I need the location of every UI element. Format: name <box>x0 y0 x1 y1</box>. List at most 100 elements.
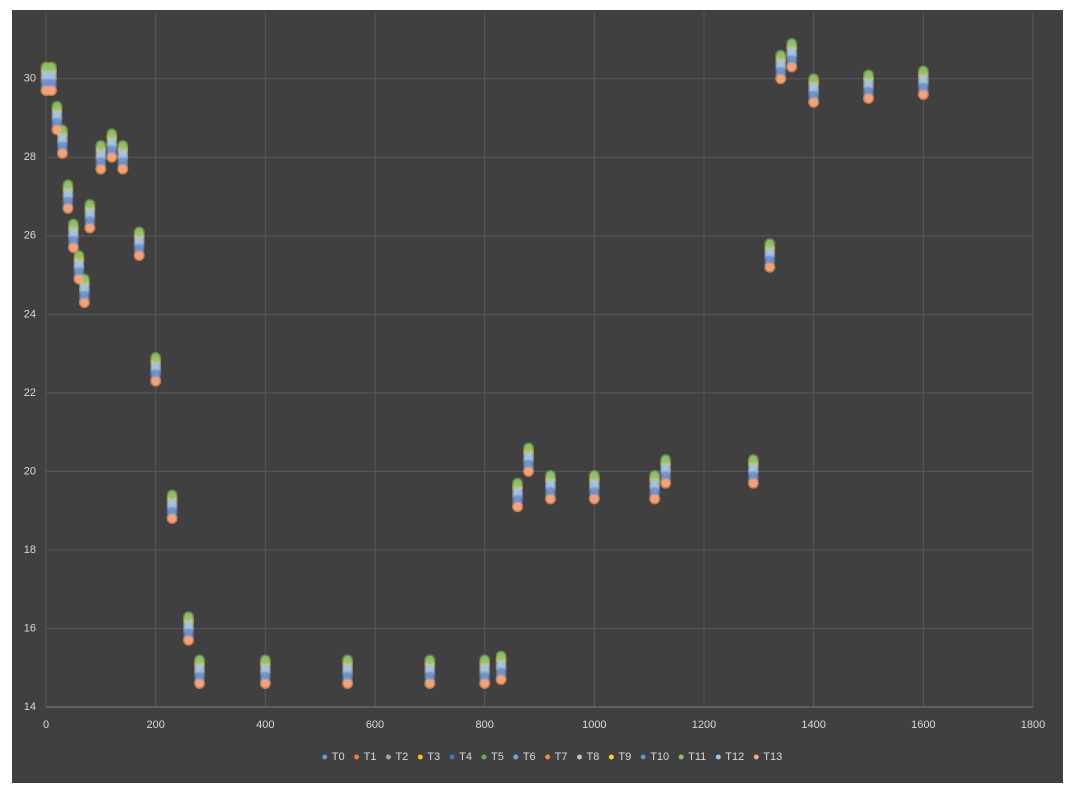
legend-label: T3 <box>427 751 440 763</box>
x-tick-label: 1600 <box>911 719 935 731</box>
x-tick-label: 1800 <box>1021 719 1045 731</box>
legend-label: T2 <box>395 751 408 763</box>
point <box>495 658 507 670</box>
point <box>512 501 524 513</box>
legend-marker <box>640 754 646 760</box>
point <box>62 187 74 199</box>
legend-label: T13 <box>763 751 782 763</box>
x-tick-label: 600 <box>366 719 384 731</box>
point <box>73 257 85 269</box>
point <box>95 147 107 159</box>
legend-marker <box>608 754 614 760</box>
y-tick-label: 14 <box>24 701 36 713</box>
point <box>95 163 107 175</box>
point <box>133 249 145 261</box>
legend-marker <box>513 754 519 760</box>
point <box>150 375 162 387</box>
point <box>259 677 271 689</box>
legend-label: T9 <box>618 751 631 763</box>
point <box>259 662 271 674</box>
point <box>649 493 661 505</box>
point <box>863 77 874 89</box>
point <box>786 61 798 73</box>
x-tick-label: 200 <box>146 719 164 731</box>
legend-marker <box>753 754 759 760</box>
x-tick-label: 1400 <box>801 719 825 731</box>
point <box>544 477 556 489</box>
y-tick-label: 26 <box>24 230 36 242</box>
point <box>67 242 79 254</box>
point <box>479 662 491 674</box>
point <box>133 234 145 246</box>
point <box>56 132 68 144</box>
point <box>342 677 354 689</box>
point <box>495 674 507 686</box>
point <box>544 493 556 505</box>
point <box>808 96 820 108</box>
legend-label: T7 <box>555 751 568 763</box>
point <box>424 677 436 689</box>
point <box>166 513 178 525</box>
point <box>62 202 74 214</box>
legend-label: T12 <box>725 751 744 763</box>
point <box>808 81 820 93</box>
point <box>51 108 63 120</box>
point <box>194 662 206 674</box>
y-tick-label: 18 <box>24 544 36 556</box>
point <box>342 662 354 674</box>
legend-marker <box>715 754 721 760</box>
legend-marker <box>449 754 455 760</box>
point <box>512 485 524 497</box>
point <box>479 677 491 689</box>
point <box>649 477 661 489</box>
point <box>786 45 798 57</box>
point <box>747 477 759 489</box>
y-tick-label: 30 <box>24 73 36 85</box>
x-tick-label: 400 <box>256 719 274 731</box>
point <box>67 226 79 238</box>
legend-label: T6 <box>523 751 536 763</box>
point <box>106 136 118 148</box>
point <box>78 281 90 293</box>
point <box>424 662 436 674</box>
y-tick-label: 20 <box>24 465 36 477</box>
point <box>660 461 672 473</box>
legend-label: T1 <box>364 751 377 763</box>
point <box>84 206 96 218</box>
legend-label: T8 <box>587 751 600 763</box>
y-tick-label: 24 <box>24 308 36 320</box>
legend-marker <box>545 754 551 760</box>
point <box>917 88 929 100</box>
point <box>106 151 118 163</box>
point <box>863 92 874 104</box>
point <box>73 273 85 285</box>
point <box>183 634 195 646</box>
point <box>150 359 162 371</box>
legend-label: T4 <box>459 751 472 763</box>
point <box>51 124 63 136</box>
chart-background <box>12 10 1063 783</box>
point <box>588 493 600 505</box>
point <box>775 57 787 69</box>
point <box>747 461 759 473</box>
legend-label: T0 <box>332 751 345 763</box>
point <box>183 619 195 631</box>
y-tick-label: 28 <box>24 151 36 163</box>
point <box>78 297 90 309</box>
legend-marker <box>417 754 423 760</box>
point <box>764 246 776 258</box>
point <box>56 147 68 159</box>
legend-marker <box>577 754 583 760</box>
point <box>117 147 129 159</box>
point <box>523 450 535 462</box>
point <box>917 73 929 85</box>
point <box>194 677 206 689</box>
legend-label: T5 <box>491 751 504 763</box>
point <box>45 85 57 97</box>
x-tick-label: 1200 <box>692 719 716 731</box>
y-tick-label: 22 <box>24 387 36 399</box>
point <box>523 465 535 477</box>
point <box>764 261 776 273</box>
